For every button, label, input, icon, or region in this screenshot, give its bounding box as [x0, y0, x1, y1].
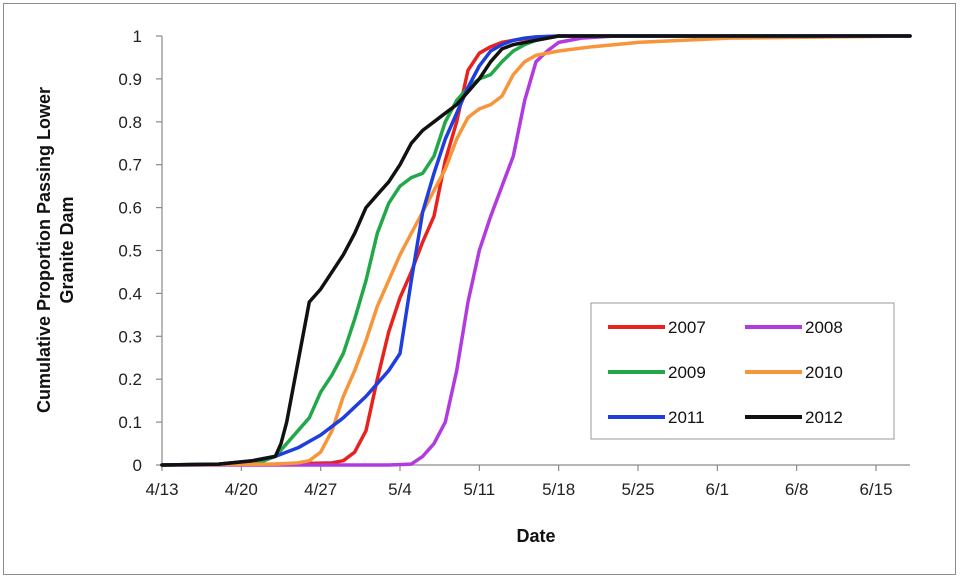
x-tick-label: 6/1: [706, 480, 730, 499]
x-tick-label: 4/27: [304, 480, 337, 499]
legend-label-2010: 2010: [805, 363, 843, 382]
x-tick-label: 6/15: [859, 480, 892, 499]
y-tick-labels: 0 0.1 0.2 0.3 0.4 0.5 0.6 0.7 0.8 0.9 1: [118, 27, 162, 475]
y-tick-label: 0.3: [118, 327, 142, 346]
y-tick-label: 1: [133, 27, 142, 46]
y-tick-label: 0.2: [118, 370, 142, 389]
y-axis-title-line-1: Cumulative Proportion Passing Lower: [34, 87, 54, 413]
y-axis-title-line-2: Granite Dam: [57, 196, 77, 303]
x-tick-label: 5/18: [542, 480, 575, 499]
legend-label-2009: 2009: [668, 363, 706, 382]
legend-label-2012: 2012: [805, 408, 843, 427]
y-tick-label: 0: [133, 456, 142, 475]
series-lines: [160, 34, 912, 467]
y-tick-label: 0.9: [118, 70, 142, 89]
y-tick-label: 0.7: [118, 156, 142, 175]
y-tick-label: 0.4: [118, 284, 142, 303]
x-axis-title: Date: [516, 526, 555, 546]
series-line-2009: [160, 34, 912, 467]
y-tick-label: 0.5: [118, 242, 142, 261]
x-tick-labels: 4/13 4/20 4/27 5/4 5/11 5/18 5/25 6/1 6/8 6/15: [145, 465, 893, 499]
legend-label-2011: 2011: [668, 408, 705, 427]
legend-label-2008: 2008: [805, 318, 843, 337]
y-tick-label: 0.8: [118, 113, 142, 132]
y-tick-label: 0.1: [118, 413, 142, 432]
legend: 2007 2008 2009 2010 2011 2012: [590, 302, 895, 440]
legend-label-2007: 2007: [668, 318, 706, 337]
x-tick-label: 4/20: [225, 480, 258, 499]
series-line-2010: [160, 34, 912, 467]
x-tick-label: 5/11: [463, 480, 495, 499]
x-tick-label: 5/4: [388, 480, 412, 499]
series-line-2012: [160, 34, 912, 467]
y-axis-title: Cumulative Proportion Passing Lower Gran…: [34, 87, 77, 413]
series-line-2008: [160, 34, 912, 467]
x-tick-label: 4/13: [145, 480, 178, 499]
y-tick-label: 0.6: [118, 199, 142, 218]
x-tick-label: 5/25: [621, 480, 654, 499]
series-line-2011: [160, 34, 912, 467]
x-tick-label: 6/8: [785, 480, 809, 499]
